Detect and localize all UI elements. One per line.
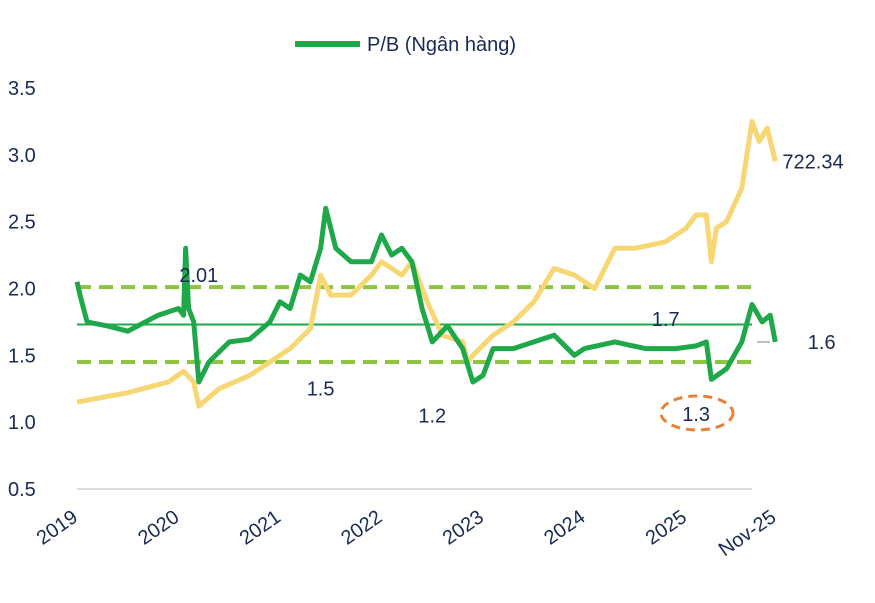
x-tick-label: Nov-25 — [715, 506, 780, 561]
legend-label-pb: P/B (Ngân hàng) — [367, 34, 516, 56]
annotations: 2.01 1.5 1.2 1.7 1.3 722.34 1.6 — [179, 151, 843, 427]
y-tick-label: 0.5 — [8, 479, 36, 501]
x-axis-ticks: 2019 2020 2021 2022 2023 2024 2025 Nov-25 — [33, 506, 780, 561]
y-tick-label: 1.0 — [8, 412, 36, 434]
series — [74, 118, 778, 409]
y-tick-label: 3.5 — [8, 78, 36, 100]
annotation-label: 1.3 — [682, 404, 710, 426]
pb-line — [74, 205, 778, 385]
y-tick-label: 3.0 — [8, 145, 36, 167]
index-line — [76, 118, 778, 409]
x-tick-label: 2019 — [33, 506, 82, 550]
annotation-label: 1.6 — [808, 332, 836, 354]
annotation-label: 722.34 — [782, 151, 843, 173]
x-tick-label: 2021 — [236, 506, 285, 550]
annotation-label: 1.7 — [652, 309, 680, 331]
annotation-label: 1.5 — [307, 379, 335, 401]
y-tick-label: 1.5 — [8, 345, 36, 367]
y-tick-label: 2.5 — [8, 212, 36, 234]
x-tick-label: 2022 — [337, 506, 386, 550]
annotation-label: 2.01 — [179, 265, 218, 287]
y-axis-ticks: 0.5 1.0 1.5 2.0 2.5 3.0 3.5 — [8, 78, 36, 501]
y-tick-label: 2.0 — [8, 278, 36, 300]
annotation-label: 1.2 — [418, 405, 446, 427]
x-tick-label: 2025 — [642, 506, 691, 550]
highlight-ellipse — [659, 394, 735, 432]
x-tick-label: 2020 — [134, 506, 183, 550]
x-tick-label: 2024 — [540, 506, 589, 550]
legend: P/B (Ngân hàng) — [295, 34, 516, 56]
x-tick-label: 2023 — [439, 506, 488, 550]
